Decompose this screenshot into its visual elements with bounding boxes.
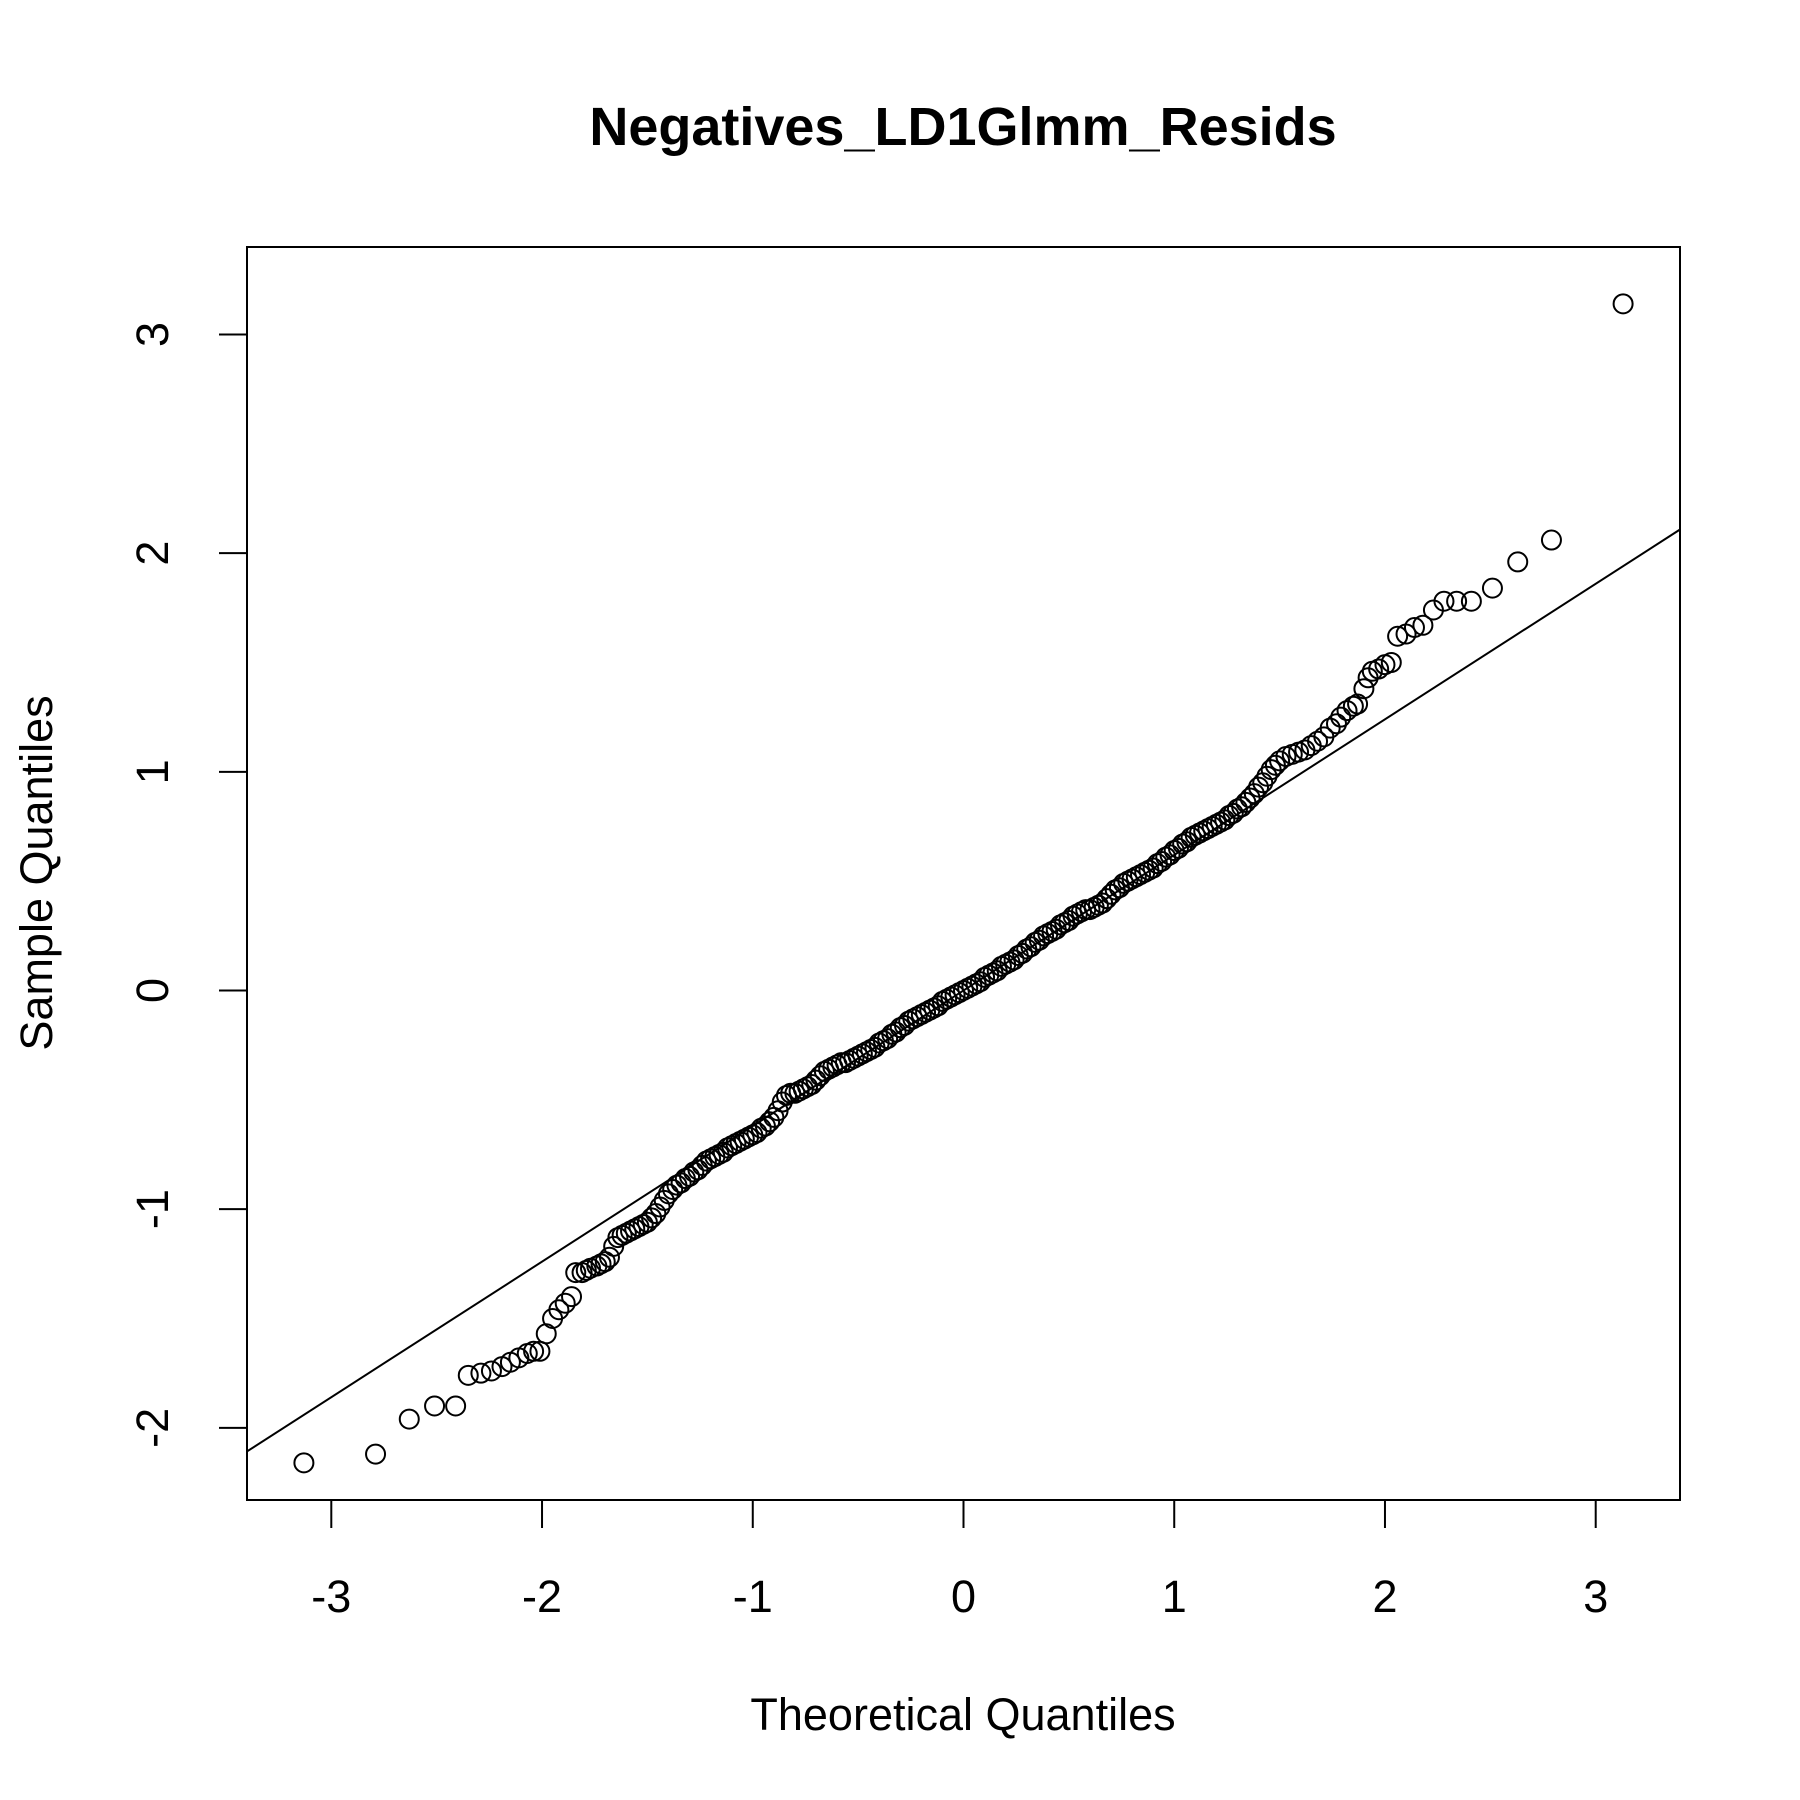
x-axis-label: Theoretical Quantiles [750, 1689, 1175, 1740]
data-point [1412, 614, 1434, 636]
y-axis: -2 -1 0 1 2 3 [127, 322, 248, 1448]
data-point [1353, 678, 1375, 700]
data-point [1380, 651, 1402, 673]
data-point [457, 1364, 479, 1386]
data-point [548, 1299, 570, 1321]
data-points [293, 293, 1634, 1474]
data-point [1294, 739, 1316, 761]
data-point [398, 1408, 420, 1430]
data-point [1507, 551, 1529, 573]
data-point [1368, 658, 1390, 680]
data-point [1460, 590, 1482, 612]
data-point [565, 1262, 587, 1284]
plot-area [246, 246, 1681, 1501]
data-point [1307, 730, 1329, 752]
data-point [575, 1259, 597, 1281]
x-tick-label: -1 [733, 1571, 773, 1622]
x-tick-label: 0 [951, 1571, 976, 1622]
data-point [480, 1360, 502, 1382]
data-point [1326, 713, 1348, 735]
x-tick-label: 2 [1372, 1571, 1397, 1622]
data-point [1446, 590, 1468, 612]
data-point [561, 1286, 583, 1308]
y-tick-label: -2 [127, 1408, 178, 1448]
data-point [598, 1246, 620, 1268]
x-tick-label: -2 [522, 1571, 562, 1622]
data-point [470, 1362, 492, 1384]
x-tick-label: -3 [311, 1571, 351, 1622]
data-point [1387, 625, 1409, 647]
data-point [424, 1395, 446, 1417]
data-point [554, 1292, 576, 1314]
y-tick-label: -1 [127, 1189, 178, 1229]
data-point [1319, 717, 1341, 739]
x-axis: -3 -2 -1 0 1 2 3 [311, 1499, 1608, 1622]
y-axis-label: Sample Quantiles [11, 695, 62, 1050]
y-tick-label: 0 [127, 978, 178, 1003]
data-point [1433, 590, 1455, 612]
data-point [365, 1443, 387, 1465]
x-tick-label: 3 [1583, 1571, 1608, 1622]
data-point [1540, 529, 1562, 551]
data-point [1336, 700, 1358, 722]
data-point [1330, 706, 1352, 728]
data-point [523, 1340, 545, 1362]
data-point [445, 1395, 467, 1417]
data-point [1481, 577, 1503, 599]
y-tick-label: 1 [127, 759, 178, 784]
y-tick-label: 2 [127, 541, 178, 566]
data-point [293, 1452, 315, 1474]
data-point [1342, 695, 1364, 717]
y-tick-label: 3 [127, 322, 178, 347]
data-point [1403, 616, 1425, 638]
chart-title: Negatives_LD1Glmm_Resids [589, 97, 1336, 157]
data-point [1269, 750, 1291, 772]
x-tick-label: 1 [1162, 1571, 1187, 1622]
data-point [1612, 293, 1634, 315]
